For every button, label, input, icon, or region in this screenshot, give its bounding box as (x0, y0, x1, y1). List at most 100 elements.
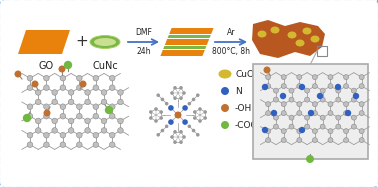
Circle shape (352, 124, 356, 129)
Circle shape (161, 98, 164, 101)
Circle shape (160, 116, 163, 120)
Text: 800°C, 8h: 800°C, 8h (212, 47, 250, 56)
Circle shape (85, 118, 90, 124)
Text: CuO: CuO (235, 70, 254, 79)
Circle shape (345, 110, 351, 116)
Circle shape (60, 132, 66, 138)
Text: +: + (76, 33, 88, 48)
Circle shape (36, 99, 41, 105)
Circle shape (68, 90, 74, 95)
Circle shape (193, 116, 197, 120)
Ellipse shape (90, 36, 120, 48)
Circle shape (312, 75, 318, 80)
Circle shape (359, 138, 364, 143)
Circle shape (52, 90, 57, 95)
Circle shape (336, 124, 341, 129)
Circle shape (52, 99, 57, 105)
Circle shape (76, 75, 82, 81)
Circle shape (317, 93, 323, 99)
Ellipse shape (218, 70, 231, 79)
Ellipse shape (296, 39, 305, 47)
Circle shape (60, 104, 66, 109)
Circle shape (149, 110, 153, 114)
Circle shape (93, 75, 99, 81)
Circle shape (170, 91, 174, 95)
Circle shape (59, 65, 65, 73)
Text: N: N (235, 87, 242, 96)
Circle shape (64, 61, 72, 69)
Circle shape (289, 115, 294, 120)
Text: GO: GO (39, 61, 54, 71)
Circle shape (118, 90, 123, 95)
Circle shape (198, 107, 202, 111)
Circle shape (76, 104, 82, 109)
Circle shape (179, 130, 183, 134)
Circle shape (328, 129, 333, 134)
Circle shape (154, 107, 158, 111)
Circle shape (328, 138, 333, 143)
Circle shape (154, 119, 158, 123)
Circle shape (110, 142, 115, 148)
Circle shape (328, 75, 333, 80)
Circle shape (173, 140, 177, 144)
Circle shape (297, 84, 302, 89)
Circle shape (110, 85, 115, 91)
Circle shape (118, 99, 123, 105)
Circle shape (93, 142, 99, 148)
Circle shape (76, 132, 82, 138)
Circle shape (182, 119, 188, 125)
Circle shape (43, 75, 49, 81)
Text: CuNc: CuNc (92, 61, 118, 71)
Circle shape (170, 135, 174, 139)
Circle shape (344, 138, 349, 143)
Circle shape (359, 102, 364, 107)
Circle shape (93, 85, 99, 91)
Circle shape (299, 127, 305, 133)
Circle shape (280, 93, 286, 99)
Circle shape (344, 84, 349, 89)
Circle shape (344, 129, 349, 134)
Circle shape (23, 114, 31, 122)
Circle shape (281, 102, 286, 107)
Circle shape (266, 129, 271, 134)
Ellipse shape (257, 30, 266, 38)
Polygon shape (163, 46, 206, 49)
Circle shape (85, 99, 90, 105)
Circle shape (281, 75, 286, 80)
Circle shape (353, 93, 359, 99)
Circle shape (175, 111, 181, 119)
Circle shape (263, 67, 271, 73)
Circle shape (101, 128, 107, 133)
Circle shape (320, 97, 325, 102)
Circle shape (198, 119, 202, 123)
Circle shape (320, 88, 325, 93)
Circle shape (312, 111, 318, 116)
Circle shape (203, 110, 207, 114)
Circle shape (352, 88, 356, 93)
Circle shape (196, 133, 200, 137)
Circle shape (168, 105, 174, 111)
Circle shape (52, 118, 57, 124)
Circle shape (110, 113, 115, 119)
Circle shape (110, 104, 115, 109)
Circle shape (271, 110, 277, 116)
Circle shape (43, 85, 49, 91)
Circle shape (60, 142, 66, 148)
Polygon shape (167, 35, 211, 38)
Circle shape (182, 105, 188, 111)
Circle shape (221, 104, 229, 112)
Circle shape (281, 138, 286, 143)
Circle shape (297, 111, 302, 116)
Text: DMF: DMF (135, 28, 152, 37)
Circle shape (193, 110, 197, 114)
Circle shape (76, 85, 82, 91)
Polygon shape (252, 20, 325, 58)
Circle shape (156, 133, 160, 137)
Circle shape (14, 70, 22, 77)
Polygon shape (18, 30, 70, 54)
Circle shape (60, 75, 66, 81)
Circle shape (165, 125, 169, 128)
Circle shape (27, 75, 33, 81)
Circle shape (273, 88, 279, 93)
Circle shape (312, 102, 318, 107)
